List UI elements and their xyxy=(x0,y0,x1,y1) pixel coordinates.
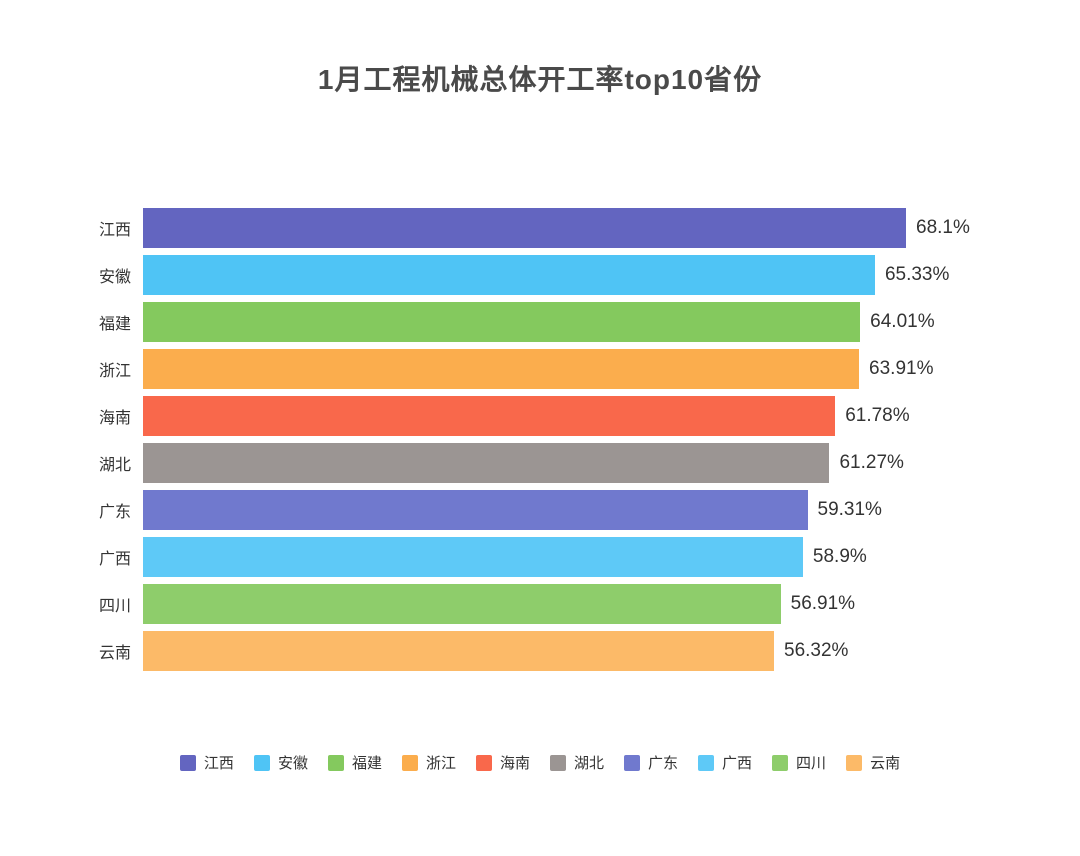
legend-label: 海南 xyxy=(499,755,530,772)
bar-row: 湖北 61.27% xyxy=(0,443,1080,483)
bar-row: 江西 68.1% xyxy=(0,208,1080,248)
category-label: 湖北 xyxy=(98,457,131,474)
bar-row: 广东 59.31% xyxy=(0,490,1080,530)
bar-row: 四川 56.91% xyxy=(0,584,1080,624)
bar xyxy=(143,443,830,483)
bar-row: 浙江 63.91% xyxy=(0,349,1080,389)
legend-item: 浙江 xyxy=(401,752,456,773)
bar xyxy=(143,396,836,436)
legend-label: 四川 xyxy=(796,755,827,772)
value-label: 65.33% xyxy=(884,264,950,285)
legend-swatch-icon xyxy=(401,754,418,771)
legend-item: 湖北 xyxy=(550,752,604,773)
bar-row: 海南 61.78% xyxy=(0,396,1080,436)
value-label: 68.1% xyxy=(916,217,970,238)
bar xyxy=(143,631,774,671)
legend-item: 广东 xyxy=(624,752,678,773)
legend-swatch-icon xyxy=(327,754,344,771)
legend-item: 海南 xyxy=(475,752,530,773)
legend-label: 浙江 xyxy=(425,755,456,772)
legend-item: 四川 xyxy=(772,752,826,773)
legend-swatch-icon xyxy=(624,754,641,771)
bar xyxy=(143,490,808,530)
category-label: 四川 xyxy=(98,598,131,615)
category-label: 海南 xyxy=(98,410,131,427)
legend-item: 云南 xyxy=(846,752,900,773)
legend-swatch-icon xyxy=(253,754,270,771)
legend-item: 广西 xyxy=(698,752,752,773)
category-label: 安徽 xyxy=(98,269,131,286)
category-label: 广东 xyxy=(98,504,131,521)
value-label: 61.27% xyxy=(839,452,904,473)
bar xyxy=(143,537,803,577)
category-label: 广西 xyxy=(98,551,131,568)
bar-row: 安徽 65.33% xyxy=(0,255,1080,295)
category-label: 浙江 xyxy=(98,363,131,380)
legend-label: 云南 xyxy=(870,755,901,772)
chart-title: 1月工程机械总体开工率top10省份 xyxy=(317,64,763,95)
category-label: 福建 xyxy=(98,316,131,333)
legend-label: 广西 xyxy=(722,755,753,772)
value-label: 64.01% xyxy=(870,311,935,332)
legend-item: 江西 xyxy=(179,752,234,773)
legend-label: 安徽 xyxy=(277,755,308,772)
bar-chart: 江西 68.1% 安徽 65.33% 福建 64.01% 浙江 63.91% 海南 61.78% 湖… xyxy=(0,208,1080,671)
bar xyxy=(143,349,860,389)
category-label: 江西 xyxy=(98,222,131,239)
legend-swatch-icon xyxy=(550,754,566,771)
legend-swatch-icon xyxy=(475,754,492,771)
bar xyxy=(143,208,906,248)
legend-item: 福建 xyxy=(327,752,382,773)
legend-swatch-icon xyxy=(179,754,196,771)
value-label: 56.91% xyxy=(790,593,856,614)
legend-label: 江西 xyxy=(203,755,234,772)
bar xyxy=(143,302,861,342)
legend-label: 福建 xyxy=(351,755,382,772)
legend-label: 湖北 xyxy=(574,755,605,772)
legend-swatch-icon xyxy=(698,754,715,771)
bar-row: 广西 58.9% xyxy=(0,537,1080,577)
legend-item: 安徽 xyxy=(253,752,308,773)
bar-row: 云南 56.32% xyxy=(0,631,1080,671)
legend-swatch-icon xyxy=(846,754,863,771)
chart-legend: 江西 安徽 福建 浙江 海南 湖北 广东 广西 四川 云南 xyxy=(0,752,1080,773)
value-label: 61.78% xyxy=(845,405,910,426)
bar xyxy=(143,584,781,624)
value-label: 56.32% xyxy=(784,640,849,661)
value-label: 63.91% xyxy=(869,358,934,379)
legend-swatch-icon xyxy=(772,754,789,771)
category-label: 云南 xyxy=(98,645,131,662)
legend-label: 广东 xyxy=(648,755,679,772)
bar-row: 福建 64.01% xyxy=(0,302,1080,342)
value-label: 59.31% xyxy=(817,499,882,520)
value-label: 58.9% xyxy=(812,546,867,567)
bar xyxy=(143,255,875,295)
